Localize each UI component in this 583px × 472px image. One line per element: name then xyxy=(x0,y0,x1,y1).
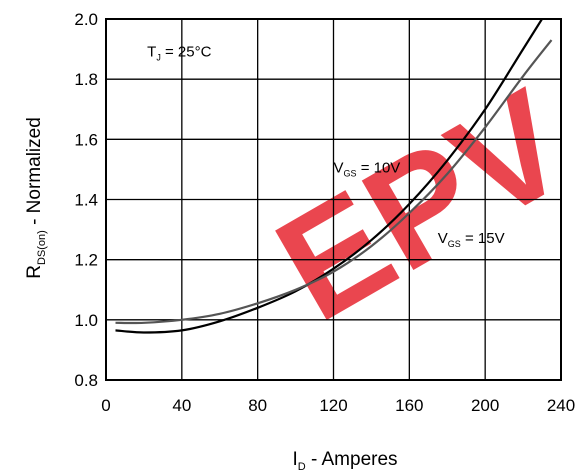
y-tick-label: 1.0 xyxy=(74,311,98,330)
y-tick-label: 1.6 xyxy=(74,130,98,149)
y-axis-label-main: R xyxy=(24,265,45,279)
annotations: TJ = 25°C VGS = 10V VGS = 15V xyxy=(147,44,504,250)
x-axis-label-rest: - Amperes xyxy=(306,449,398,470)
y-tick-label: 2.0 xyxy=(74,10,98,29)
x-tick-label: 160 xyxy=(395,396,423,415)
x-tick-label: 0 xyxy=(101,396,110,415)
y-tick-label: 0.8 xyxy=(74,371,98,390)
x-tick-label: 200 xyxy=(471,396,499,415)
x-axis-label-sub: D xyxy=(298,461,306,472)
x-tick-label: 240 xyxy=(547,396,575,415)
y-axis-label-rest: - Normalized xyxy=(24,117,45,230)
series-line xyxy=(115,39,553,325)
y-tick-label: 1.2 xyxy=(74,251,98,270)
x-tick-label: 120 xyxy=(319,396,347,415)
x-tick-labels: 0 40 80 120 160 200 240 xyxy=(101,396,575,415)
y-axis-label: RDS(on) - Normalized xyxy=(24,117,48,279)
y-tick-label: 1.4 xyxy=(74,191,98,210)
series-line xyxy=(115,19,543,334)
y-tick-label: 1.8 xyxy=(74,70,98,89)
plot-frame xyxy=(105,18,562,381)
curves xyxy=(115,19,553,334)
annotation-vgs15: VGS = 15V xyxy=(438,230,505,249)
x-tick-label: 80 xyxy=(248,396,267,415)
annotation-vgs10: VGS = 10V xyxy=(334,159,401,178)
x-axis-label: ID - Amperes xyxy=(292,449,397,472)
x-tick-label: 40 xyxy=(172,396,191,415)
y-tick-labels: 0.8 1.0 1.2 1.4 1.6 1.8 2.0 xyxy=(74,10,98,390)
x-axis-label-main: I xyxy=(292,449,297,470)
y-axis-label-sub: DS(on) xyxy=(36,230,48,265)
annotation-tj: TJ = 25°C xyxy=(147,44,211,63)
